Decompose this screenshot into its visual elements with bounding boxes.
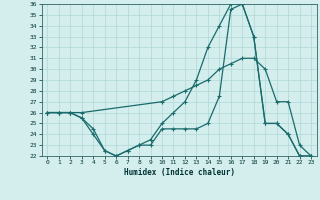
X-axis label: Humidex (Indice chaleur): Humidex (Indice chaleur) (124, 168, 235, 177)
